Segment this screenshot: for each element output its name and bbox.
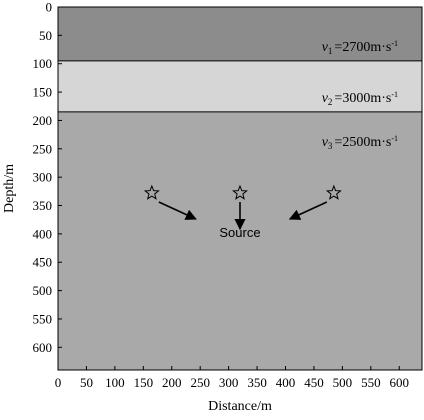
y-tick-label: 400 [33, 226, 53, 241]
y-tick-label: 450 [33, 255, 53, 270]
velocity-symbol: v [322, 91, 329, 106]
velocity-exponent: -1 [391, 39, 398, 48]
layer-1-fill [58, 7, 422, 61]
y-tick-label: 500 [33, 283, 53, 298]
sources-group [143, 184, 342, 200]
velocity-symbol: v [322, 135, 329, 150]
x-tick-label: 200 [162, 375, 182, 390]
x-tick-label: 500 [333, 375, 353, 390]
x-tick-label: 400 [276, 375, 296, 390]
velocity-exponent: -1 [391, 90, 398, 99]
layer-1-velocity-label: v1 =2700m·s-1 [322, 39, 398, 56]
source-label: Source [219, 225, 260, 240]
x-tick-label: 150 [134, 375, 154, 390]
y-tick-label: 100 [33, 56, 53, 71]
y-tick-label: 200 [33, 113, 53, 128]
x-tick-label: 600 [390, 375, 410, 390]
velocity-labels: v1 =2700m·s-1v2 =3000m·s-1v3 =2500m·s-1 [322, 39, 398, 151]
y-tick-label: 350 [33, 198, 53, 213]
y-tick-label: 300 [33, 170, 53, 185]
source-left-star-icon [143, 184, 160, 200]
x-axis-title: Distance/m [208, 399, 272, 414]
y-tick-label: 550 [33, 311, 53, 326]
layer-3-fill [58, 111, 422, 370]
y-tick-label: 600 [33, 340, 53, 355]
layer-3-velocity-label: v3 =2500m·s-1 [322, 134, 398, 151]
velocity-subscript: 1 [328, 46, 333, 56]
x-tick-label: 550 [361, 375, 381, 390]
y-tick-label: 150 [33, 85, 53, 100]
layer-2-velocity-label: v2 =3000m·s-1 [322, 90, 398, 107]
y-tick-label: 250 [33, 141, 53, 156]
velocity-value: =2500m·s [334, 135, 391, 150]
source-center-star-icon [232, 184, 248, 200]
x-tick-label: 300 [219, 375, 239, 390]
layer-2-fill [58, 60, 422, 112]
x-tick-label: 350 [247, 375, 267, 390]
velocity-value: =3000m·s [334, 91, 391, 106]
x-tick-label: 50 [80, 375, 93, 390]
x-tick-label: 250 [190, 375, 210, 390]
velocity-symbol: v [322, 40, 329, 55]
source-left-arrow [158, 201, 197, 220]
x-tick-label: 100 [105, 375, 125, 390]
velocity-exponent: -1 [391, 134, 398, 143]
layer-boundaries [58, 60, 422, 113]
velocity-subscript: 3 [328, 141, 333, 151]
plot-frame [57, 6, 423, 371]
source-right-arrow [288, 201, 328, 220]
y-axis-ticks: 0 50 100 150 200 250 300 350 400 450 500 550 600 [33, 0, 62, 355]
y-tick-label: 0 [46, 0, 53, 15]
x-tick-label: 0 [55, 375, 62, 390]
y-tick-label: 50 [39, 28, 52, 43]
layers-group [58, 7, 422, 370]
ray-arrows [158, 201, 328, 231]
velocity-subscript: 2 [328, 97, 333, 107]
velocity-value: =2700m·s [334, 40, 391, 55]
source-right-star-icon [325, 184, 342, 200]
x-tick-label: 450 [304, 375, 324, 390]
y-axis-title: Depth/m [2, 164, 17, 213]
x-axis-ticks: 0 50 100 150 200 250 300 350 400 450 500 550 600 [55, 366, 409, 390]
